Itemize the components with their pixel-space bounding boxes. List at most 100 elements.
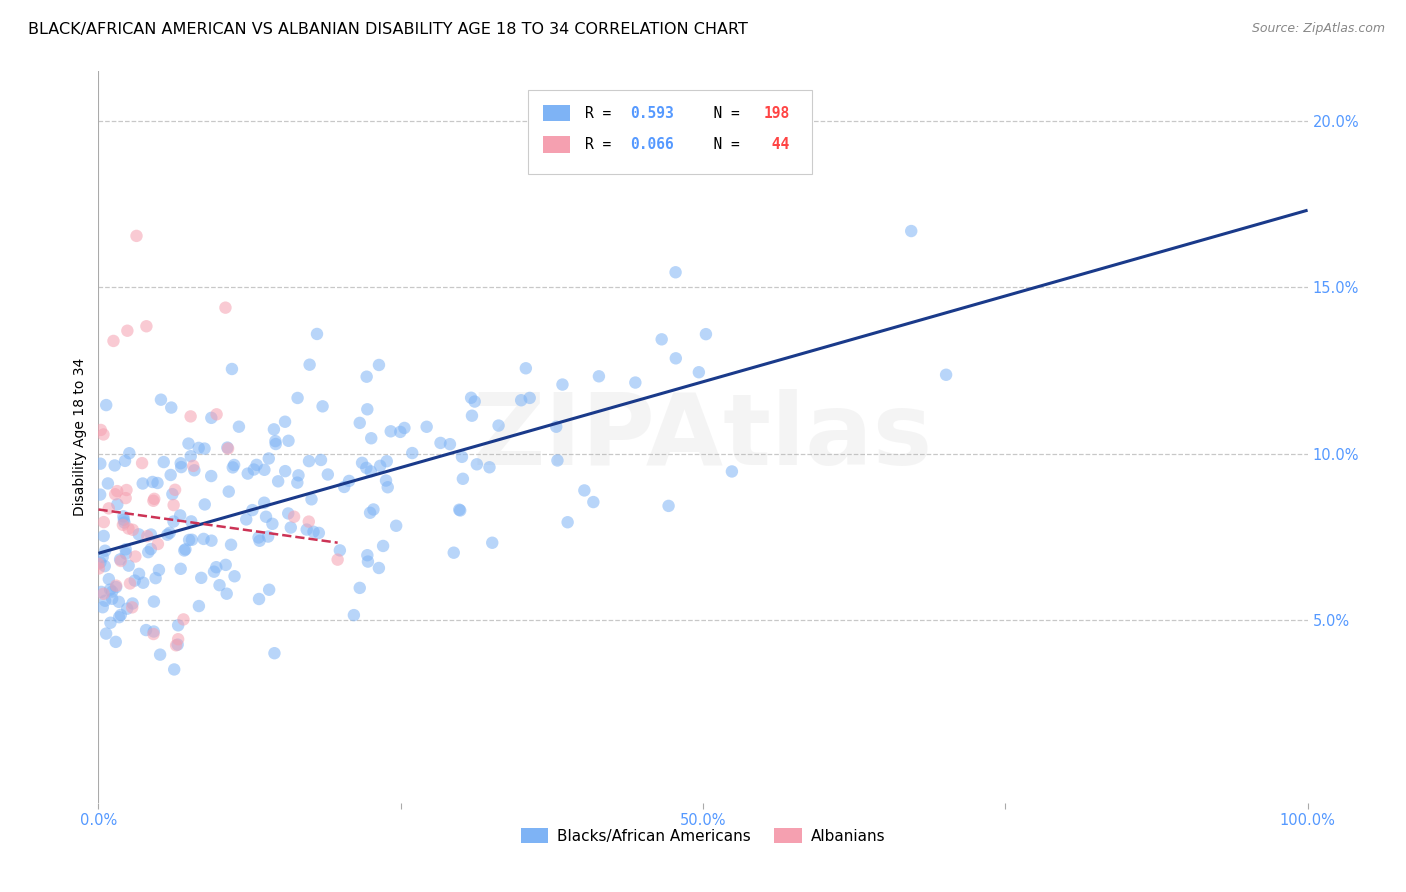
Point — [156, 527, 179, 541]
Point — [148, 563, 170, 577]
Text: Source: ZipAtlas.com: Source: ZipAtlas.com — [1251, 22, 1385, 36]
Point — [117, 324, 139, 338]
Text: R =: R = — [585, 105, 620, 120]
Point — [308, 525, 330, 540]
Point — [142, 493, 165, 508]
Point — [285, 475, 308, 490]
Point — [180, 515, 202, 529]
Point — [193, 442, 215, 456]
Point — [110, 554, 132, 568]
Point — [253, 496, 276, 510]
Point — [94, 593, 117, 607]
Point — [101, 591, 124, 606]
Point — [371, 539, 394, 553]
Point — [181, 458, 204, 473]
Point — [112, 513, 135, 527]
Point — [316, 467, 339, 482]
Point — [205, 560, 228, 574]
Point — [115, 601, 138, 615]
Point — [172, 612, 194, 626]
Point — [162, 498, 184, 512]
Point — [152, 455, 174, 469]
Point — [93, 427, 115, 442]
Point — [118, 446, 141, 460]
Point — [360, 431, 382, 445]
Point — [165, 638, 187, 652]
Point — [114, 454, 136, 468]
Point — [247, 531, 270, 545]
Point — [356, 369, 378, 384]
Point — [145, 571, 167, 585]
Point — [115, 547, 138, 561]
Point — [274, 415, 297, 429]
Point — [368, 358, 391, 372]
Point — [108, 595, 131, 609]
Point — [546, 419, 568, 434]
Point — [451, 472, 474, 486]
Point — [298, 358, 321, 372]
Point — [98, 582, 121, 597]
Point — [664, 265, 686, 279]
Point — [478, 460, 501, 475]
Point — [235, 512, 257, 526]
Point — [90, 423, 112, 437]
Point — [582, 495, 605, 509]
Point — [118, 576, 141, 591]
Point — [94, 626, 117, 640]
Point — [257, 582, 280, 597]
Point — [114, 542, 136, 557]
Point — [180, 409, 202, 424]
Point — [224, 569, 246, 583]
Point — [124, 574, 146, 588]
Point — [242, 503, 264, 517]
Point — [104, 635, 127, 649]
Point — [110, 607, 132, 622]
Point — [91, 600, 114, 615]
Point — [277, 434, 299, 448]
Point — [217, 442, 239, 456]
Point — [187, 599, 209, 613]
Point — [429, 436, 451, 450]
FancyBboxPatch shape — [527, 90, 811, 174]
Point — [162, 487, 184, 501]
Point — [295, 523, 318, 537]
Point — [101, 584, 124, 599]
Point — [177, 533, 200, 547]
Point — [114, 491, 136, 505]
Point — [217, 441, 239, 455]
Point — [193, 532, 215, 546]
Point — [142, 624, 165, 639]
Point — [481, 535, 503, 549]
Y-axis label: Disability Age 18 to 34: Disability Age 18 to 34 — [73, 358, 87, 516]
Point — [170, 460, 193, 475]
Text: N =: N = — [696, 137, 748, 152]
Point — [200, 469, 222, 483]
Point — [515, 361, 537, 376]
Point — [146, 475, 169, 490]
Point — [105, 580, 128, 594]
Point — [301, 492, 323, 507]
Point — [359, 506, 381, 520]
Point — [439, 437, 461, 451]
Point — [180, 449, 202, 463]
Point — [108, 610, 131, 624]
Point — [624, 376, 647, 390]
Point — [128, 527, 150, 541]
Point — [173, 543, 195, 558]
Point — [309, 453, 332, 467]
Point — [208, 578, 231, 592]
Text: R =: R = — [585, 137, 620, 152]
Point — [190, 571, 212, 585]
Point — [89, 457, 111, 471]
Point — [228, 419, 250, 434]
Point — [349, 581, 371, 595]
Point — [170, 456, 193, 470]
Point — [91, 550, 114, 565]
Point — [367, 561, 389, 575]
Point — [174, 542, 197, 557]
Point — [112, 516, 135, 530]
Point — [93, 515, 115, 529]
Point — [89, 555, 111, 569]
Point — [546, 453, 568, 467]
Point — [205, 407, 228, 421]
